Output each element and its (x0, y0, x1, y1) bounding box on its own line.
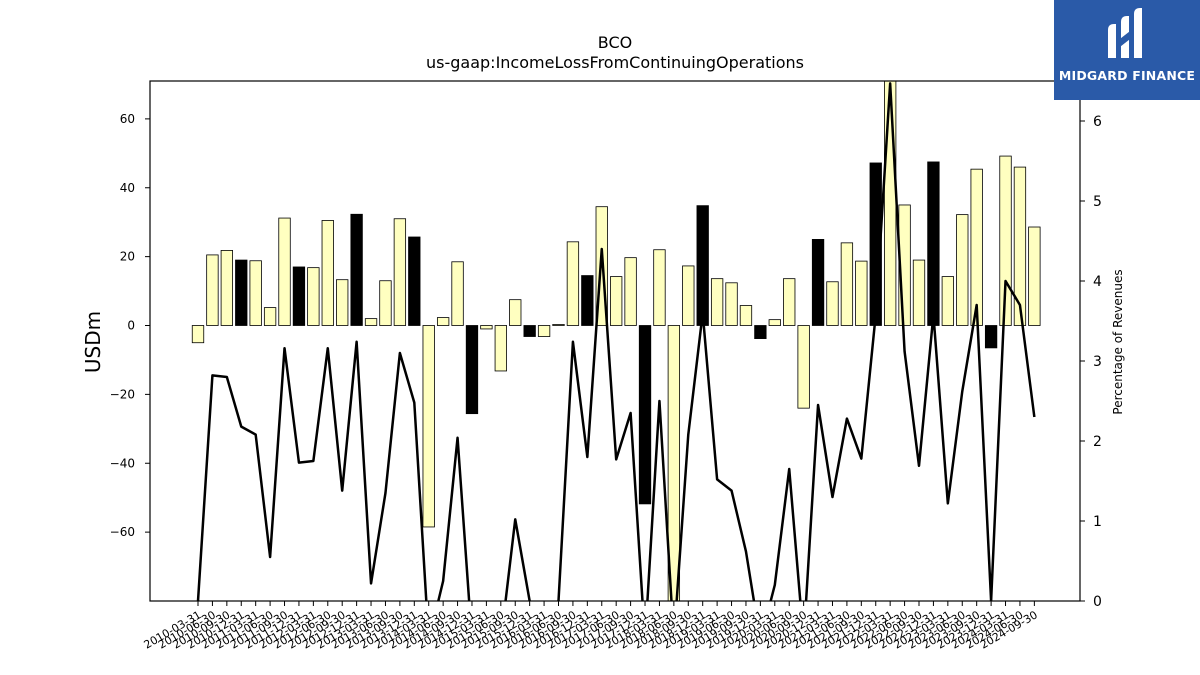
bar-2022-09-30 (912, 259, 926, 326)
y-tick-label: 60 (120, 112, 135, 126)
bar-2010-09-30 (220, 250, 233, 326)
bar-2013-09-30 (393, 218, 407, 326)
bar-2018-03-31 (653, 249, 666, 326)
bar-2016-03-31 (537, 325, 551, 337)
midgard-finance-logo: MIDGARD FINANCE (1054, 0, 1200, 100)
bar-2018-09-30 (682, 265, 695, 326)
bar-2013-03-31 (364, 318, 378, 326)
bar-2010-06-30 (206, 254, 219, 326)
bar-2024-09-30 (1028, 226, 1041, 326)
y2-tick-label: 2 (1093, 434, 1102, 450)
bar-2012-09-30 (336, 279, 349, 326)
bar-2014-09-30 (451, 261, 464, 326)
bar-2015-12-31 (523, 325, 536, 337)
bar-2016-09-30 (566, 241, 580, 326)
bar-2016-06-30 (552, 324, 565, 326)
bar-2012-12-31 (350, 213, 363, 326)
bar-2018-06-30 (667, 325, 681, 601)
bar-2012-06-30 (321, 220, 334, 326)
bar-2019-12-31 (754, 325, 767, 339)
bar-2013-12-31 (408, 236, 421, 326)
logo-text: MIDGARD FINANCE (1058, 68, 1196, 83)
bar-2015-09-30 (509, 299, 522, 326)
y-axis-label: USDm (81, 311, 105, 373)
line-layer (196, 82, 1036, 601)
y2-tick-label: 1 (1093, 514, 1102, 530)
bar-2019-03-31 (710, 278, 724, 326)
y-tick-label: 20 (120, 250, 135, 264)
y-tick-label: −40 (110, 456, 135, 470)
bar-2017-12-31 (638, 325, 652, 505)
y-tick-label: −60 (110, 525, 135, 539)
bar-2022-03-31 (884, 81, 897, 326)
bar-2015-06-30 (494, 325, 507, 372)
bar-2019-09-30 (739, 305, 753, 326)
bar-2020-03-31 (768, 319, 781, 326)
axes: −60−40−20020406001234562010-03-312010-06… (110, 80, 1102, 652)
chart-title: BCO (598, 33, 632, 52)
bar-2023-06-30 (956, 214, 969, 326)
y2-tick-label: 0 (1093, 594, 1102, 610)
y2-tick-label: 5 (1093, 194, 1102, 210)
bar-2022-12-31 (927, 161, 940, 326)
bar-2023-03-31 (941, 276, 954, 326)
midgard-logo-icon (1108, 8, 1142, 58)
percentage-line (196, 82, 1036, 601)
y2-tick-label: 4 (1093, 274, 1102, 290)
bar-2010-03-31 (191, 325, 205, 344)
y2-tick-label: 6 (1093, 114, 1102, 130)
bar-2012-03-31 (307, 267, 320, 326)
y-tick-label: −20 (110, 387, 135, 401)
bar-2011-06-30 (263, 307, 277, 326)
plot-frame (149, 80, 1081, 602)
bar-2017-06-30 (610, 276, 623, 326)
bar-2014-06-30 (436, 317, 450, 326)
bar-2021-06-30 (840, 242, 854, 326)
y-tick-label: 40 (120, 181, 135, 195)
bar-2023-09-30 (970, 168, 983, 326)
bar-2023-12-31 (984, 325, 998, 349)
bar-2016-12-31 (581, 275, 594, 326)
bar-2020-06-30 (783, 278, 796, 326)
bar-2013-06-30 (379, 280, 392, 326)
bar-2015-03-31 (480, 325, 493, 330)
bar-2021-03-31 (826, 281, 839, 326)
bar-2020-12-31 (811, 239, 825, 326)
bar-2010-12-31 (235, 259, 248, 326)
chart-subtitle: us-gaap:IncomeLossFromContinuingOperatio… (426, 53, 804, 72)
bar-2014-12-31 (465, 325, 479, 415)
bar-2021-09-30 (855, 260, 868, 326)
bar-2024-06-30 (1013, 166, 1027, 326)
bar-2017-09-30 (624, 257, 637, 326)
y2-tick-label: 3 (1093, 354, 1102, 370)
bar-2014-03-31 (422, 325, 435, 528)
bar-2020-09-30 (797, 325, 810, 409)
bar-group (191, 81, 1041, 601)
y-tick-label: 0 (127, 319, 135, 333)
bar-2011-09-30 (278, 217, 291, 326)
bar-2011-12-31 (292, 266, 306, 326)
bar-2024-03-31 (999, 155, 1012, 326)
y2-axis-label: Percentage of Revenues (1111, 269, 1125, 414)
bar-2011-03-31 (249, 260, 262, 326)
bar-2018-12-31 (696, 205, 709, 326)
bar-2019-06-30 (725, 282, 738, 326)
